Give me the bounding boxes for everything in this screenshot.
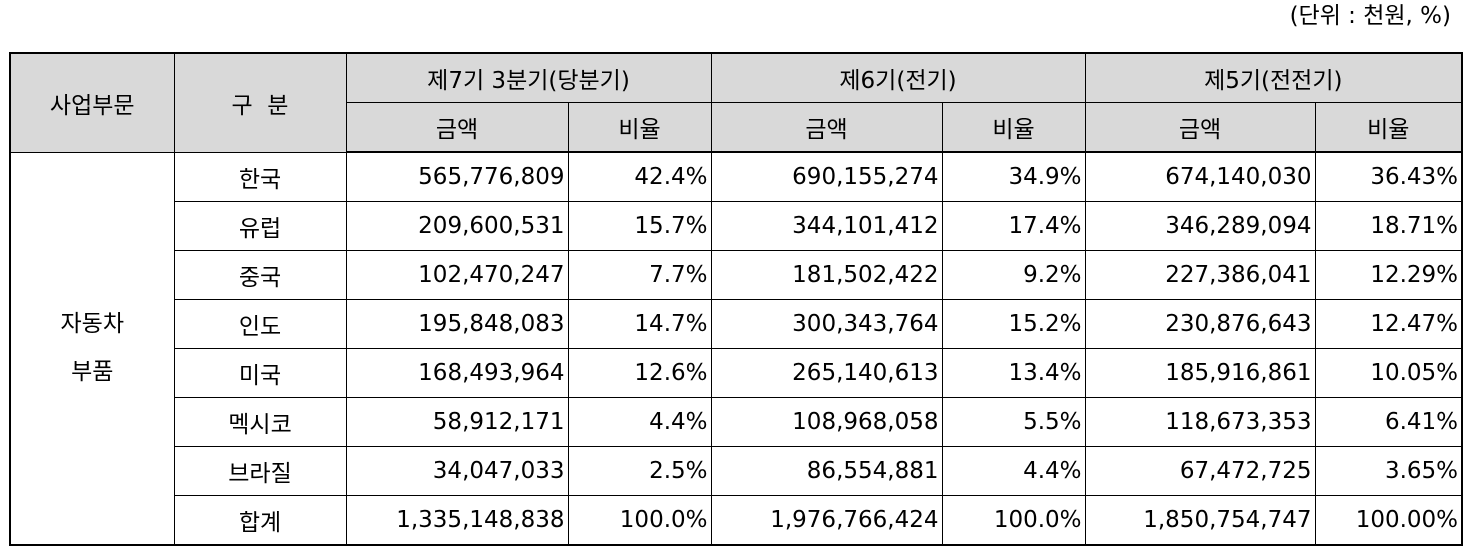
ratio-cell: 14.7%: [567, 299, 712, 349]
region-cell: 멕시코: [173, 397, 347, 447]
amount-cell: 58,912,171: [345, 397, 569, 447]
region-cell: 합계: [173, 495, 347, 546]
header-ratio: 비율: [941, 102, 1086, 153]
header-segment: 사업부문: [9, 52, 175, 153]
region-cell: 한국: [173, 151, 347, 202]
ratio-cell: 100.00%: [1314, 495, 1463, 546]
amount-cell: 118,673,353: [1084, 397, 1316, 447]
ratio-cell: 2.5%: [567, 446, 712, 496]
amount-cell: 209,600,531: [345, 201, 569, 251]
ratio-cell: 4.4%: [567, 397, 712, 447]
header-period-7: 제7기 3분기(당분기): [345, 52, 712, 103]
ratio-cell: 15.7%: [567, 201, 712, 251]
table-body: 자동차 부품 한국 565,776,809 42.4% 690,155,274 34.9% 6…: [9, 151, 1463, 546]
amount-cell: 102,470,247: [345, 250, 569, 300]
segment-label-line1: 자동차: [60, 311, 124, 338]
amount-cell: 346,289,094: [1084, 201, 1316, 251]
amount-cell: 300,343,764: [710, 299, 943, 349]
region-cell: 인도: [173, 299, 347, 349]
table-row: 유럽 209,600,531 15.7% 344,101,412 17.4% 346,28…: [10, 201, 1463, 251]
table-row: 미국 168,493,964 12.6% 265,140,613 13.4% 185,91…: [10, 348, 1463, 398]
table-row: 브라질 34,047,033 2.5% 86,554,881 4.4% 67,472,72…: [10, 446, 1463, 496]
header-ratio: 비율: [1314, 102, 1463, 153]
ratio-cell: 18.71%: [1314, 201, 1463, 251]
header-category: 구 분: [173, 52, 347, 153]
ratio-cell: 12.6%: [567, 348, 712, 398]
amount-cell: 1,335,148,838: [345, 495, 569, 546]
ratio-cell: 12.29%: [1314, 250, 1463, 300]
amount-cell: 344,101,412: [710, 201, 943, 251]
header-amount: 금액: [1084, 102, 1316, 153]
ratio-cell: 100.0%: [567, 495, 712, 546]
region-cell: 유럽: [173, 201, 347, 251]
ratio-cell: 42.4%: [567, 151, 712, 202]
amount-cell: 86,554,881: [710, 446, 943, 496]
ratio-cell: 9.2%: [941, 250, 1086, 300]
header-amount: 금액: [710, 102, 943, 153]
segment-label-line2: 부품: [71, 359, 114, 386]
amount-cell: 227,386,041: [1084, 250, 1316, 300]
amount-cell: 565,776,809: [345, 151, 569, 202]
ratio-cell: 17.4%: [941, 201, 1086, 251]
region-cell: 중국: [173, 250, 347, 300]
amount-cell: 674,140,030: [1084, 151, 1316, 202]
header-row-periods: 사업부문 구 분 제7기 3분기(당분기) 제6기(전기) 제5기(전전기): [9, 52, 1463, 153]
total-row: 합계 1,335,148,838 100.0% 1,976,766,424 100.0%…: [10, 495, 1463, 546]
header-period-5: 제5기(전전기): [1084, 52, 1463, 103]
amount-cell: 67,472,725: [1084, 446, 1316, 496]
amount-cell: 34,047,033: [345, 446, 569, 496]
ratio-cell: 4.4%: [941, 446, 1086, 496]
table-row: 자동차 부품 한국 565,776,809 42.4% 690,155,274 34.9% 6…: [9, 151, 1463, 546]
ratio-cell: 10.05%: [1314, 348, 1463, 398]
ratio-cell: 13.4%: [941, 348, 1086, 398]
ratio-cell: 12.47%: [1314, 299, 1463, 349]
ratio-cell: 15.2%: [941, 299, 1086, 349]
region-cell: 브라질: [173, 446, 347, 496]
amount-cell: 108,968,058: [710, 397, 943, 447]
header-period-6: 제6기(전기): [710, 52, 1086, 103]
ratio-cell: 34.9%: [941, 151, 1086, 202]
amount-cell: 265,140,613: [710, 348, 943, 398]
amount-cell: 1,850,754,747: [1084, 495, 1316, 546]
sales-table: 사업부문 구 분 제7기 3분기(당분기) 제6기(전기) 제5기(전전기) 금…: [9, 52, 1464, 546]
amount-cell: 185,916,861: [1084, 348, 1316, 398]
table-row: 인도 195,848,083 14.7% 300,343,764 15.2% 230,87…: [10, 299, 1463, 349]
amount-cell: 230,876,643: [1084, 299, 1316, 349]
amount-cell: 168,493,964: [345, 348, 569, 398]
amount-cell: 195,848,083: [345, 299, 569, 349]
unit-note: (단위 : 천원, %): [1289, 3, 1451, 29]
ratio-cell: 7.7%: [567, 250, 712, 300]
amount-cell: 1,976,766,424: [710, 495, 943, 546]
ratio-cell: 6.41%: [1314, 397, 1463, 447]
ratio-cell: 100.0%: [941, 495, 1086, 546]
ratio-cell: 36.43%: [1314, 151, 1463, 202]
amount-cell: 181,502,422: [710, 250, 943, 300]
table-row: 멕시코 58,912,171 4.4% 108,968,058 5.5% 118,673,…: [10, 397, 1463, 447]
region-cell: 미국: [173, 348, 347, 398]
header-row-measures: 금액 비율 금액 비율 금액 비율: [10, 102, 1463, 153]
table-header: 사업부문 구 분 제7기 3분기(당분기) 제6기(전기) 제5기(전전기) 금…: [9, 52, 1463, 153]
amount-cell: 690,155,274: [710, 151, 943, 202]
ratio-cell: 5.5%: [941, 397, 1086, 447]
ratio-cell: 3.65%: [1314, 446, 1463, 496]
table-row: 중국 102,470,247 7.7% 181,502,422 9.2% 227,386,…: [10, 250, 1463, 300]
header-ratio: 비율: [567, 102, 712, 153]
header-amount: 금액: [345, 102, 569, 153]
